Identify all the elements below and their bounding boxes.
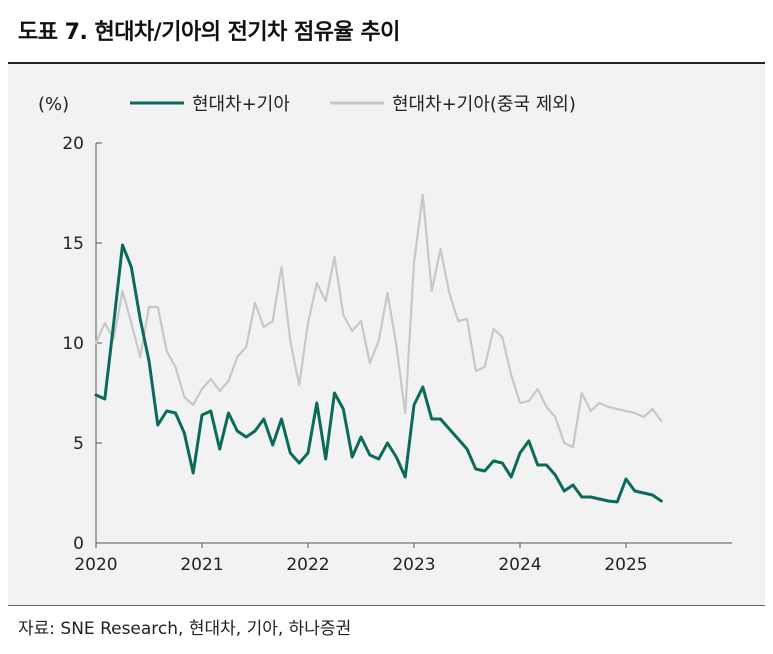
x-tick-label: 2023 xyxy=(392,555,435,575)
x-tick-label: 2025 xyxy=(604,555,647,575)
x-tick-label: 2021 xyxy=(180,555,223,575)
series-line-hyundai-kia-ex-china xyxy=(94,193,663,449)
legend: 현대차+기아 현대차+기아(중국 제외) xyxy=(130,94,576,115)
series-line-hyundai-kia xyxy=(94,243,663,504)
x-tick-label: 2022 xyxy=(286,555,329,575)
y-tick-label: 5 xyxy=(73,434,84,454)
y-tick-label: 10 xyxy=(62,334,84,354)
legend-item-hyundai-kia-ex-china-label: 현대차+기아(중국 제외) xyxy=(392,94,576,115)
source-note: 자료: SNE Research, 현대차, 기아, 하나증권 xyxy=(18,619,352,639)
legend-item-hyundai-kia-label: 현대차+기아 xyxy=(192,94,290,115)
figure-title: 도표 7. 현대차/기아의 전기차 점유율 추이 xyxy=(18,20,400,45)
y-axis-label: (%) xyxy=(38,94,69,115)
title-rule xyxy=(8,62,765,64)
footer-rule xyxy=(8,605,765,606)
y-tick-label: 15 xyxy=(62,234,84,254)
x-tick-label: 2020 xyxy=(74,555,117,575)
y-tick-label: 20 xyxy=(62,134,84,154)
y-tick-label: 0 xyxy=(73,534,84,554)
series-layer xyxy=(94,193,663,504)
x-tick-label: 2024 xyxy=(498,555,541,575)
